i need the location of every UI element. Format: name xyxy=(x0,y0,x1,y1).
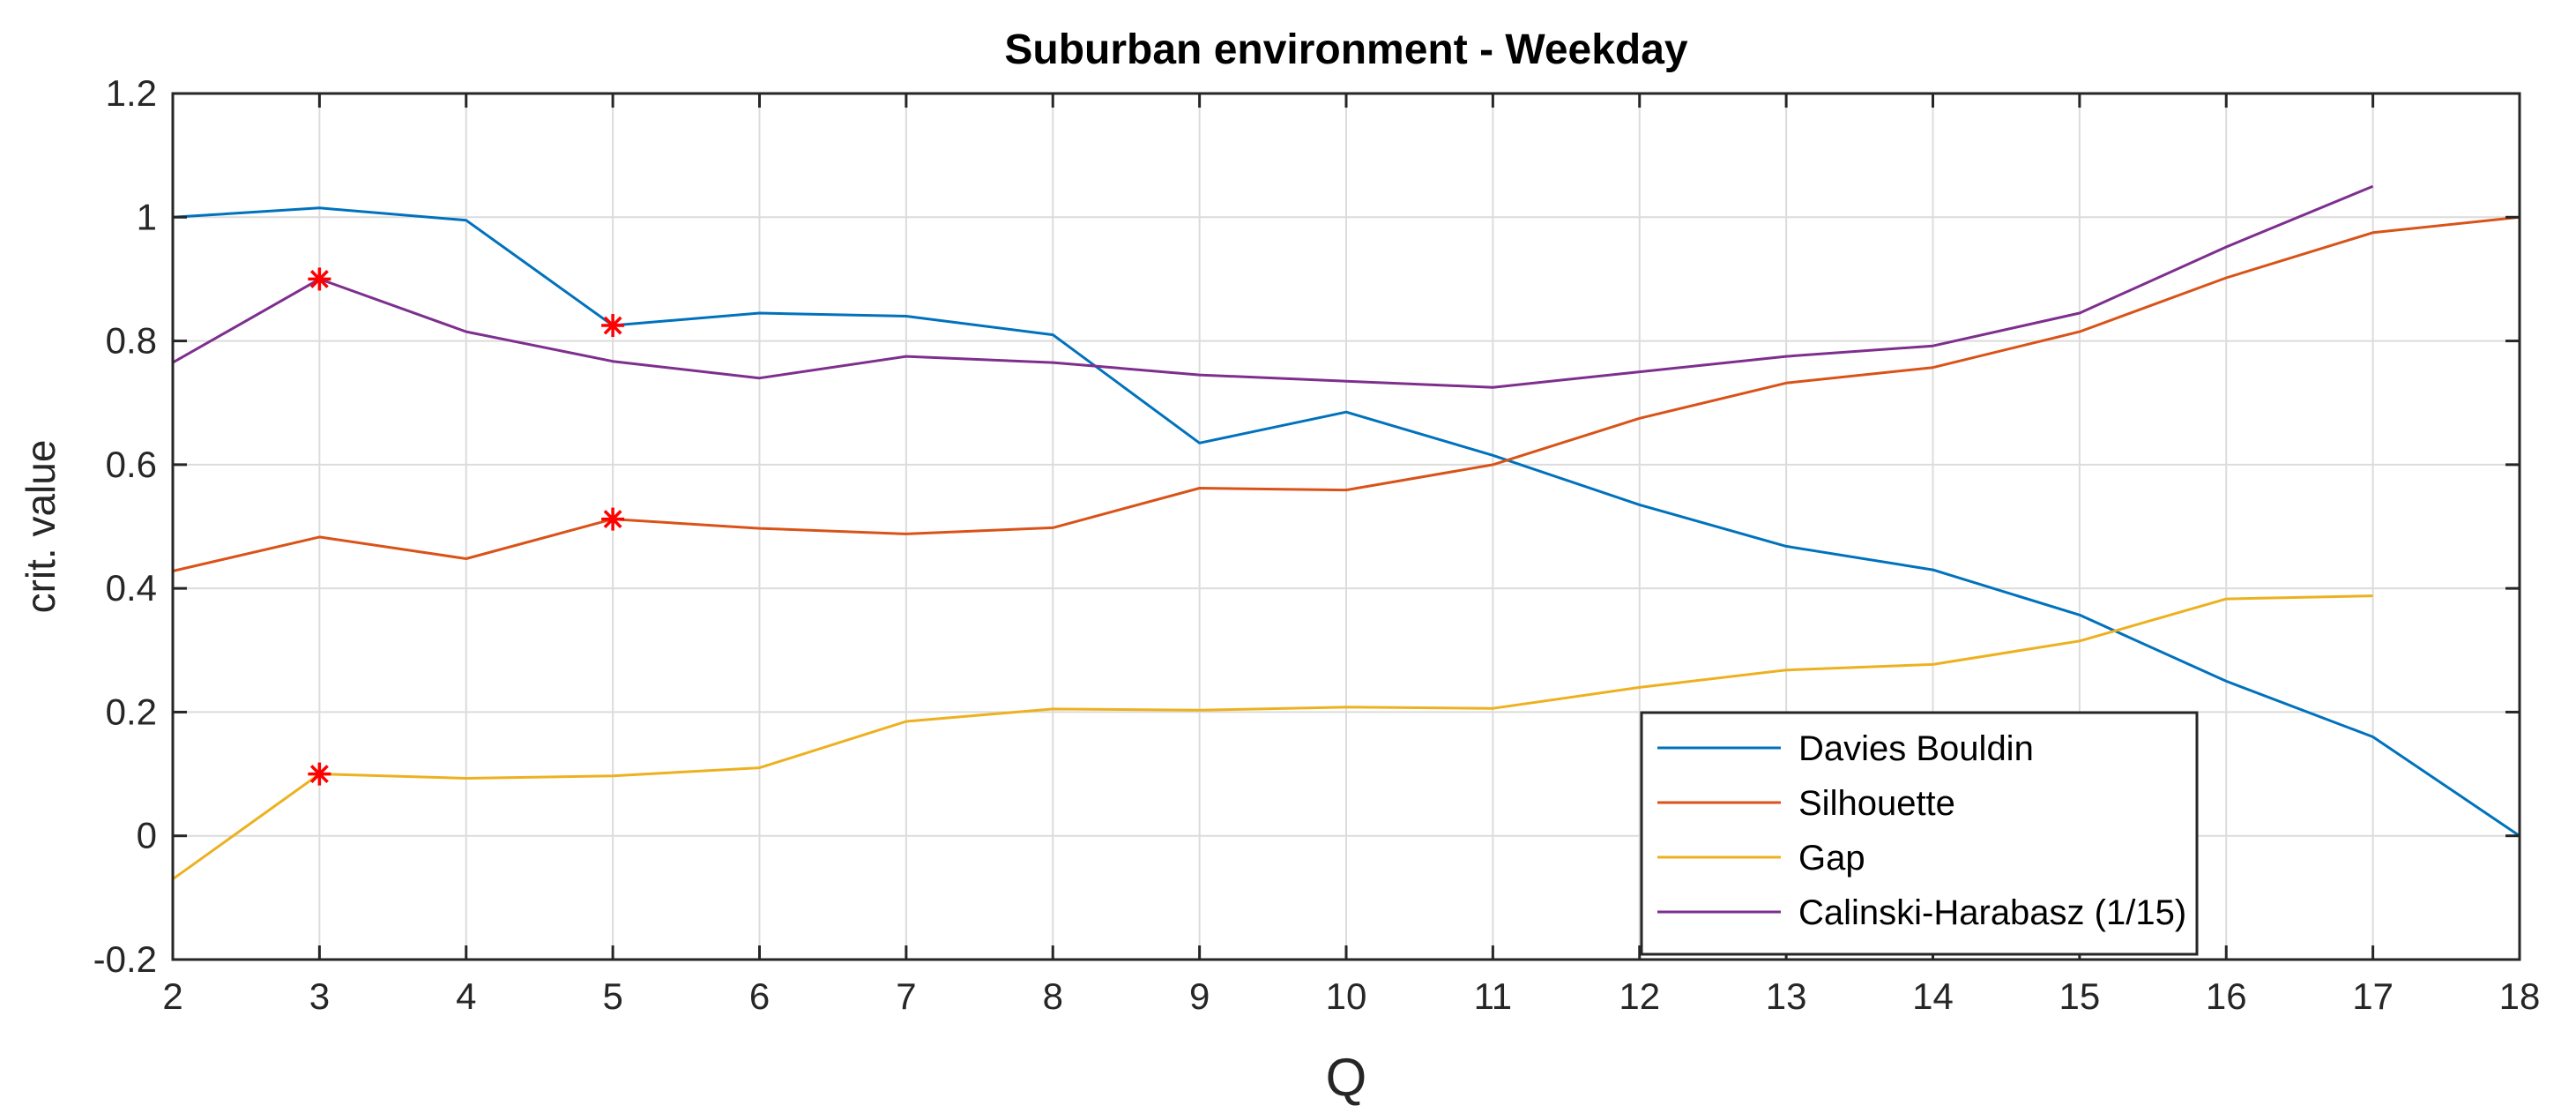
x-tick-label: 4 xyxy=(456,975,476,1017)
axis-ticks: 2 3 4 5 6 7 8 9 10 11 12 13 14 15 16 17 18 -0.2 0 0.2 0.4 0.6… xyxy=(93,72,2541,1017)
x-tick-label: 11 xyxy=(1474,975,1513,1017)
y-tick-label: 0.4 xyxy=(106,567,157,609)
optimal-marker-asterisk xyxy=(308,267,331,291)
optimal-marker-asterisk xyxy=(308,762,331,786)
x-tick-label: 18 xyxy=(2499,975,2541,1017)
y-tick-label: 0.6 xyxy=(106,444,157,485)
legend-label-calinski-harabasz-1-15: Calinski-Harabasz (1/15) xyxy=(1798,893,2186,932)
optimal-marker-asterisk xyxy=(601,314,625,338)
legend: Davies Bouldin Silhouette Gap Calinski-Hara… xyxy=(1640,711,2199,956)
x-tick-label: 9 xyxy=(1189,975,1210,1017)
series-line-davies-bouldin xyxy=(172,206,2520,837)
legend-box xyxy=(1640,711,2199,956)
y-tick-label: 0 xyxy=(137,815,157,856)
y-tick-label: 1 xyxy=(137,196,157,237)
marker-stroke xyxy=(309,765,329,784)
x-tick-label: 17 xyxy=(2352,975,2394,1017)
x-tick-label: 12 xyxy=(1619,975,1660,1017)
series-line-calinski-harabasz-1-15 xyxy=(172,184,2374,389)
x-tick-label: 7 xyxy=(896,975,916,1017)
marker-stroke xyxy=(603,510,622,529)
y-tick-label: -0.2 xyxy=(93,938,157,980)
series-line-gap xyxy=(172,594,2373,881)
x-tick-label: 5 xyxy=(602,975,622,1017)
x-tick-label: 2 xyxy=(162,975,182,1017)
x-axis-label: Q xyxy=(1326,1048,1367,1107)
y-axis-label: crit. value xyxy=(18,440,63,614)
chart-title: Suburban environment - Weekday xyxy=(1004,26,1688,73)
marker-stroke xyxy=(603,316,622,335)
legend-label-davies-bouldin: Davies Bouldin xyxy=(1798,729,2034,768)
legend-label-gap: Gap xyxy=(1798,839,1865,878)
series-lines xyxy=(172,184,2520,881)
x-tick-label: 15 xyxy=(2059,975,2101,1017)
x-tick-label: 6 xyxy=(749,975,770,1017)
x-tick-label: 3 xyxy=(309,975,330,1017)
optimal-markers xyxy=(308,267,625,786)
y-tick-label: 0.2 xyxy=(106,691,157,732)
x-tick-label: 14 xyxy=(1912,975,1954,1017)
series-line-silhouette xyxy=(172,215,2520,572)
legend-label-silhouette: Silhouette xyxy=(1798,784,1955,823)
y-tick-label: 0.8 xyxy=(106,320,157,362)
x-tick-label: 10 xyxy=(1326,975,1367,1017)
y-tick-label: 1.2 xyxy=(106,72,157,114)
marker-stroke xyxy=(309,269,329,288)
x-tick-label: 8 xyxy=(1043,975,1063,1017)
x-tick-label: 13 xyxy=(1766,975,1807,1017)
x-tick-label: 16 xyxy=(2206,975,2247,1017)
optimal-marker-asterisk xyxy=(601,507,625,531)
